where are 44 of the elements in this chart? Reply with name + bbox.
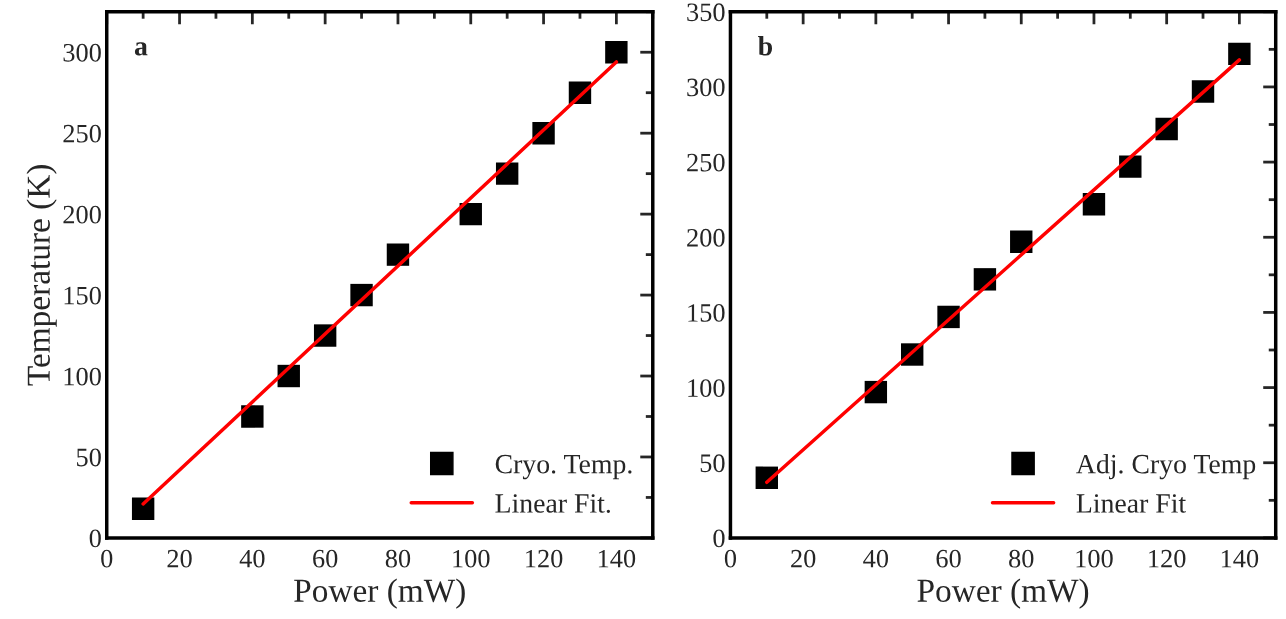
y-tick-label: 100 — [64, 367, 101, 386]
legend-label: Adj. Cryo Temp — [1076, 453, 1256, 480]
y-tick-label: 300 — [687, 78, 725, 97]
x-tick-label: 0 — [101, 549, 113, 568]
x-tick-label: 0 — [724, 549, 737, 568]
x-tick-label: 80 — [1009, 549, 1034, 568]
y-tick-label: 0 — [713, 529, 725, 548]
x-tick-label: 40 — [239, 549, 265, 568]
x-axis-title: Power (mW) — [917, 578, 1089, 609]
y-tick-label: 250 — [63, 124, 101, 143]
y-tick-label: 0 — [89, 529, 101, 548]
x-tick-label: 100 — [453, 549, 490, 568]
legend-label: Linear Fit. — [495, 494, 610, 513]
legend-label: Linear Fit — [1076, 494, 1186, 513]
y-tick-label: 300 — [63, 43, 101, 62]
x-tick-label: 40 — [863, 549, 889, 568]
legend-label: Cryo. Temp. — [495, 454, 632, 480]
x-tick-label: 100 — [1076, 549, 1113, 568]
point — [241, 405, 264, 428]
y-tick-label: 200 — [63, 205, 101, 224]
y-axis-title: Temperature (K) — [26, 165, 57, 386]
x-tick-label: 60 — [936, 549, 961, 568]
y-tick-label: 100 — [688, 379, 725, 397]
y-tick-label: 50 — [700, 454, 725, 473]
x-tick-label: 120 — [1149, 549, 1186, 568]
x-tick-label: 80 — [385, 549, 411, 568]
y-tick-label: 200 — [687, 228, 725, 247]
y-tick-label: 250 — [687, 153, 725, 172]
x-tick-label: 20 — [791, 549, 816, 568]
x-tick-label: 140 — [598, 549, 636, 568]
annotation: b — [758, 36, 773, 56]
x-tick-label: 120 — [526, 549, 563, 568]
x-tick-label: 60 — [313, 549, 338, 568]
annotation: a — [134, 42, 148, 56]
y-tick-label: 350 — [687, 3, 725, 22]
y-tick-label: 150 — [688, 304, 725, 322]
y-tick-label: 150 — [64, 286, 101, 305]
y-tick-label: 50 — [77, 448, 101, 467]
point — [459, 202, 482, 226]
x-tick-label: 20 — [167, 549, 192, 568]
x-tick-label: 140 — [1221, 549, 1259, 568]
point — [1228, 42, 1251, 66]
x-axis-title: Power (mW) — [294, 578, 465, 609]
point — [605, 41, 628, 64]
